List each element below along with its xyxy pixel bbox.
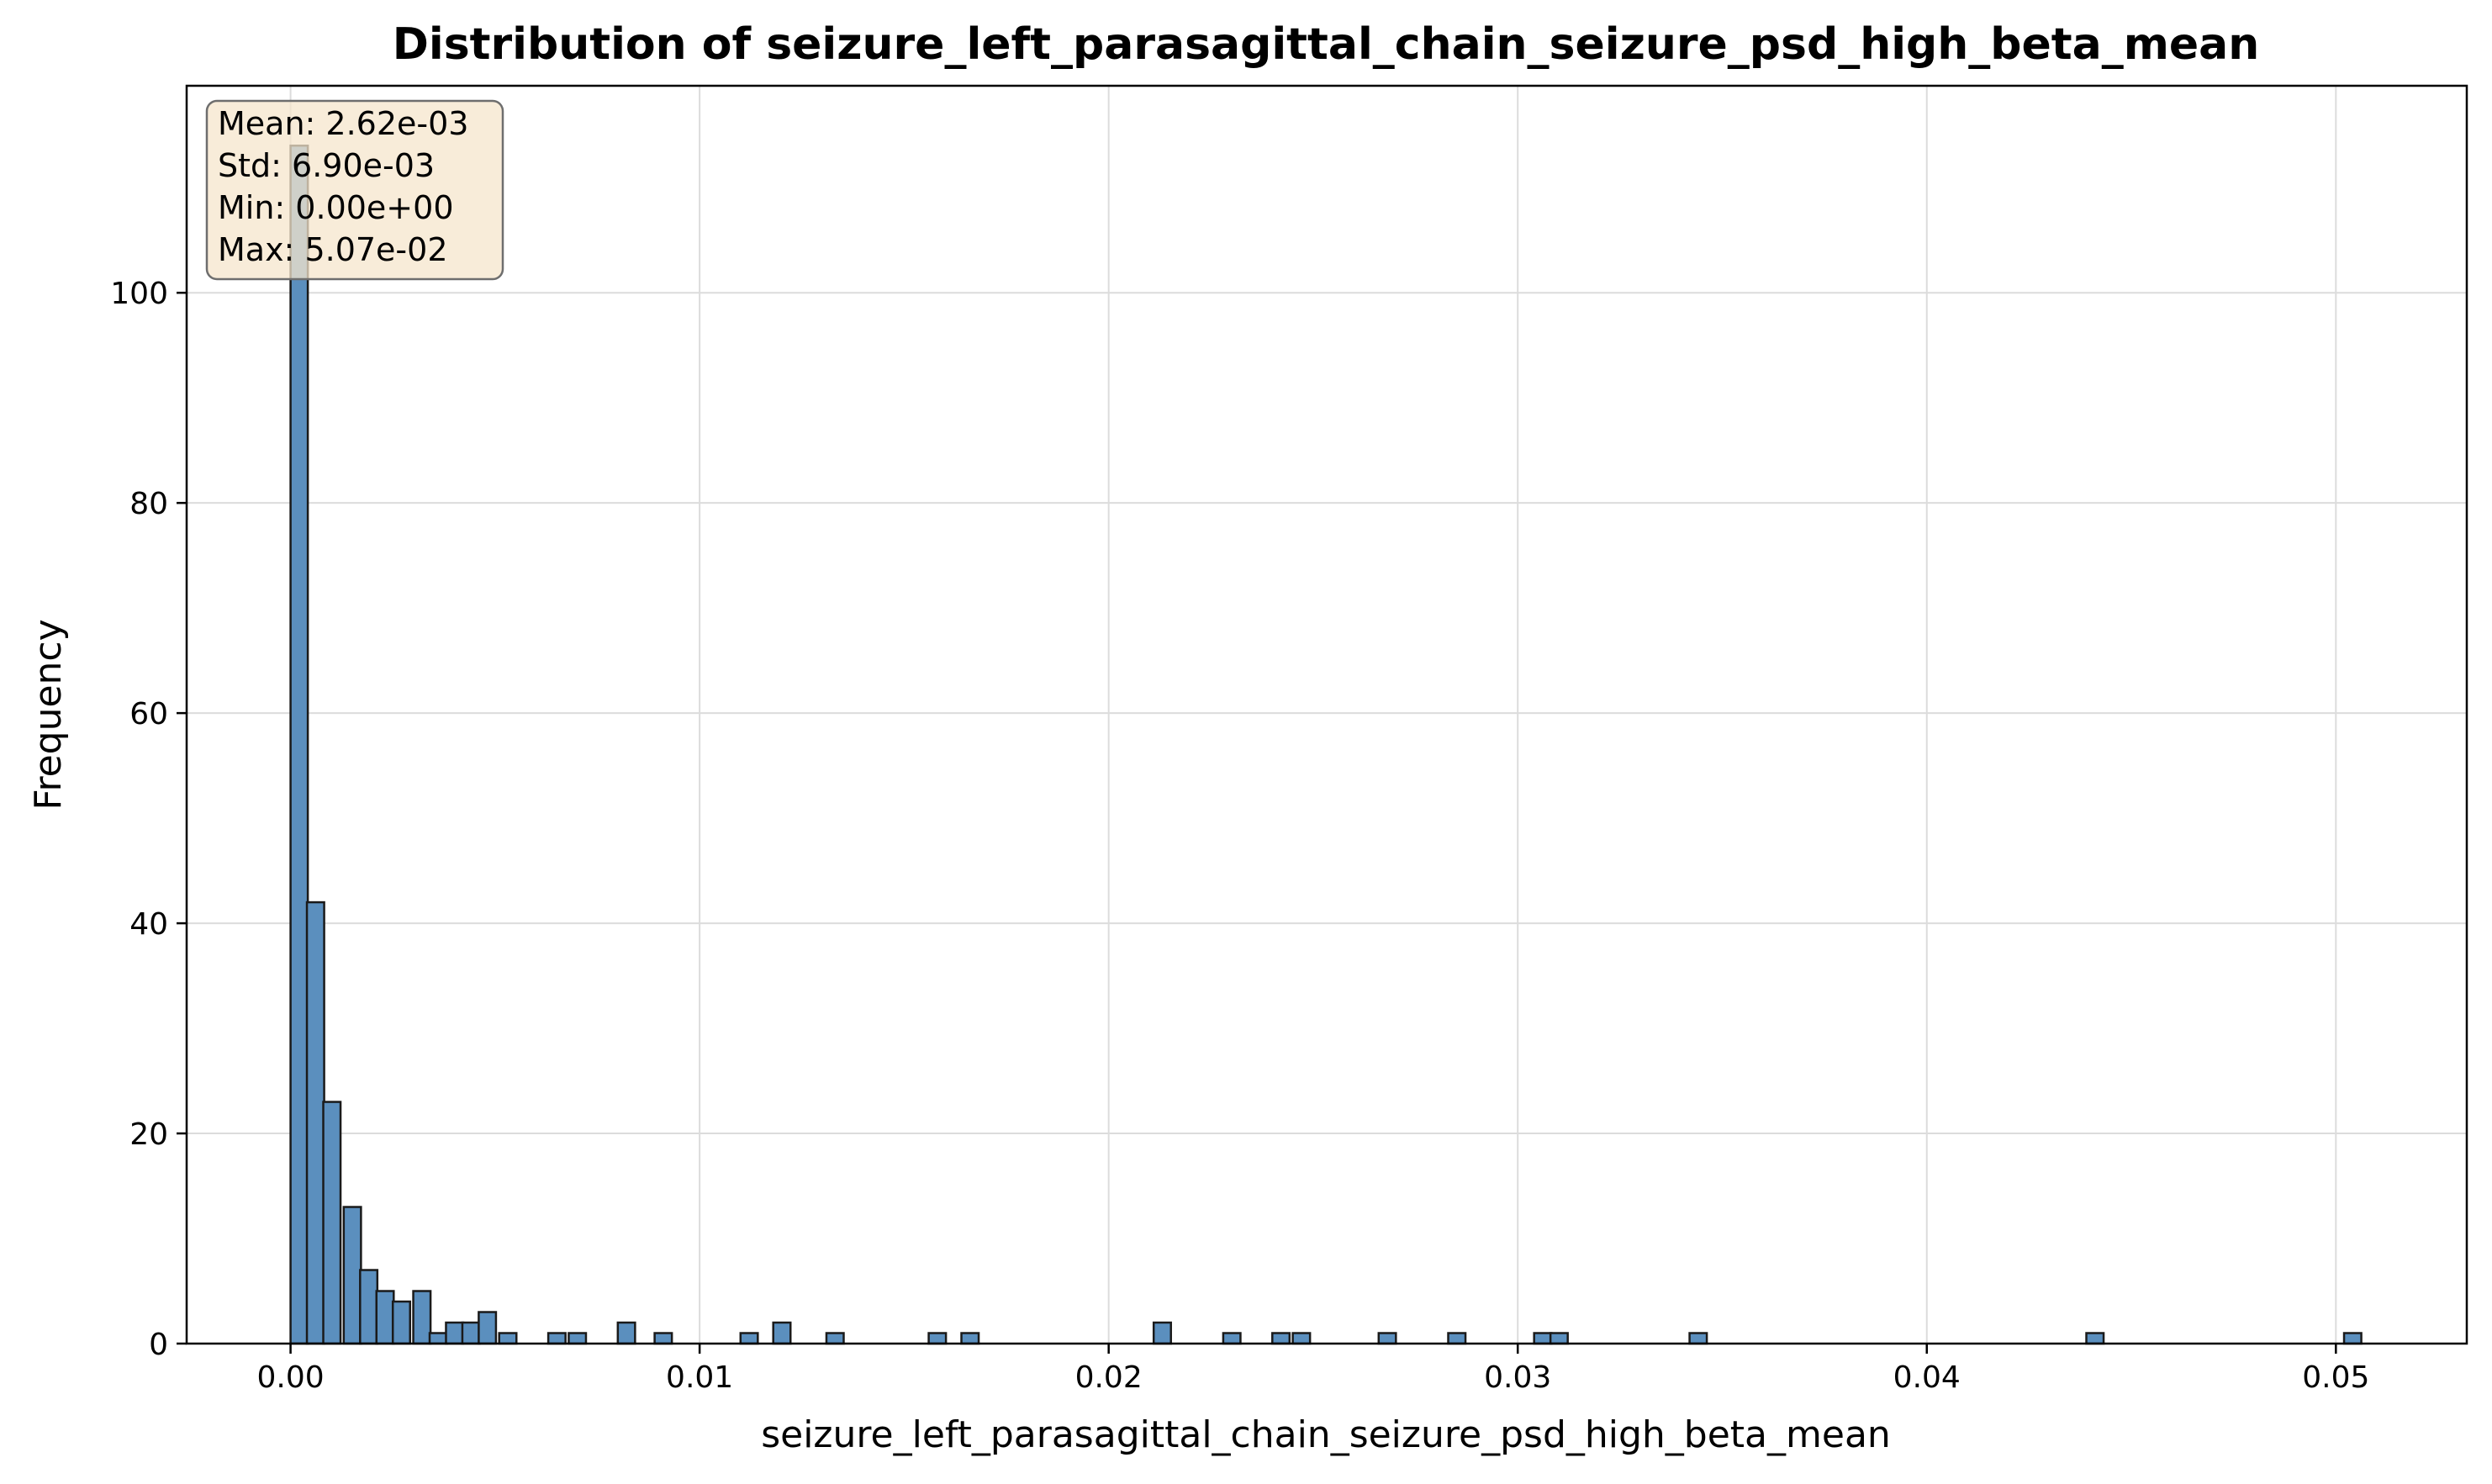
histogram-bar — [412, 1290, 432, 1345]
histogram-bar — [927, 1332, 948, 1345]
histogram-bars — [289, 144, 2363, 1345]
x-tick-label: 0.03 — [1484, 1360, 1551, 1395]
plot-frame — [185, 84, 2468, 1345]
histogram-bar — [2085, 1332, 2105, 1345]
histogram-bar — [359, 1269, 379, 1345]
histogram-bar — [289, 144, 309, 1345]
stats-box-background — [205, 99, 504, 281]
histogram-bar — [342, 1206, 362, 1345]
histogram-bar — [2342, 1332, 2363, 1345]
chart-title: Distribution of seizure_left_parasagitta… — [393, 19, 2260, 70]
y-tick-label: 40 — [129, 907, 168, 942]
stats-std: Std: 6.90e-03 — [218, 147, 435, 184]
histogram-bar — [1152, 1321, 1172, 1345]
histogram-bar — [1222, 1332, 1242, 1345]
histogram-bar — [305, 900, 325, 1345]
histogram-bar — [1688, 1332, 1708, 1345]
histogram-bar — [739, 1332, 759, 1345]
histogram-bar — [461, 1321, 481, 1345]
stats-min: Min: 0.00e+00 — [218, 189, 454, 226]
histogram-bar — [375, 1290, 395, 1345]
y-axis-label: Frequency — [27, 619, 70, 810]
y-tick-label: 0 — [149, 1328, 168, 1362]
x-axis-ticks: 0.00 0.01 0.02 0.03 0.04 0.05 — [257, 1344, 2369, 1395]
histogram-bar — [445, 1321, 465, 1345]
histogram-bar — [498, 1332, 518, 1345]
y-tick-label: 20 — [129, 1117, 168, 1152]
x-tick-label: 0.05 — [2302, 1360, 2369, 1395]
stats-mean: Mean: 2.62e-03 — [218, 105, 468, 142]
x-tick-label: 0.00 — [257, 1360, 325, 1395]
histogram-bar — [1291, 1332, 1312, 1345]
histogram-bar — [1447, 1332, 1467, 1345]
histogram-bar — [1271, 1332, 1291, 1345]
histogram-bar — [1377, 1332, 1397, 1345]
stats-box: Mean: 2.62e-03 Std: 6.90e-03 Min: 0.00e+… — [205, 99, 504, 281]
x-tick-label: 0.02 — [1075, 1360, 1143, 1395]
y-tick-label: 60 — [129, 697, 168, 731]
x-axis-label: seizure_left_parasagittal_chain_seizure_… — [761, 1413, 1891, 1456]
histogram-bar — [391, 1300, 412, 1345]
histogram-bar — [653, 1332, 673, 1345]
y-axis-ticks: 0 20 40 60 80 100 — [110, 277, 187, 1362]
stats-max: Max: 5.07e-02 — [218, 231, 448, 268]
histogram-bar — [568, 1332, 588, 1345]
grid-lines — [187, 86, 2467, 1344]
histogram-bar — [825, 1332, 845, 1345]
histogram-bar — [1533, 1332, 1553, 1345]
histogram-bar — [1549, 1332, 1569, 1345]
histogram-bar — [478, 1311, 498, 1345]
x-tick-label: 0.01 — [666, 1360, 733, 1395]
y-tick-label: 100 — [110, 277, 168, 311]
y-tick-label: 80 — [129, 487, 168, 521]
x-tick-label: 0.04 — [1893, 1360, 1961, 1395]
histogram-bar — [546, 1332, 567, 1345]
histogram-bar — [960, 1332, 980, 1345]
histogram-bar — [322, 1101, 342, 1345]
histogram-bar — [428, 1332, 448, 1345]
histogram-bar — [772, 1321, 792, 1345]
histogram-bar — [616, 1321, 636, 1345]
